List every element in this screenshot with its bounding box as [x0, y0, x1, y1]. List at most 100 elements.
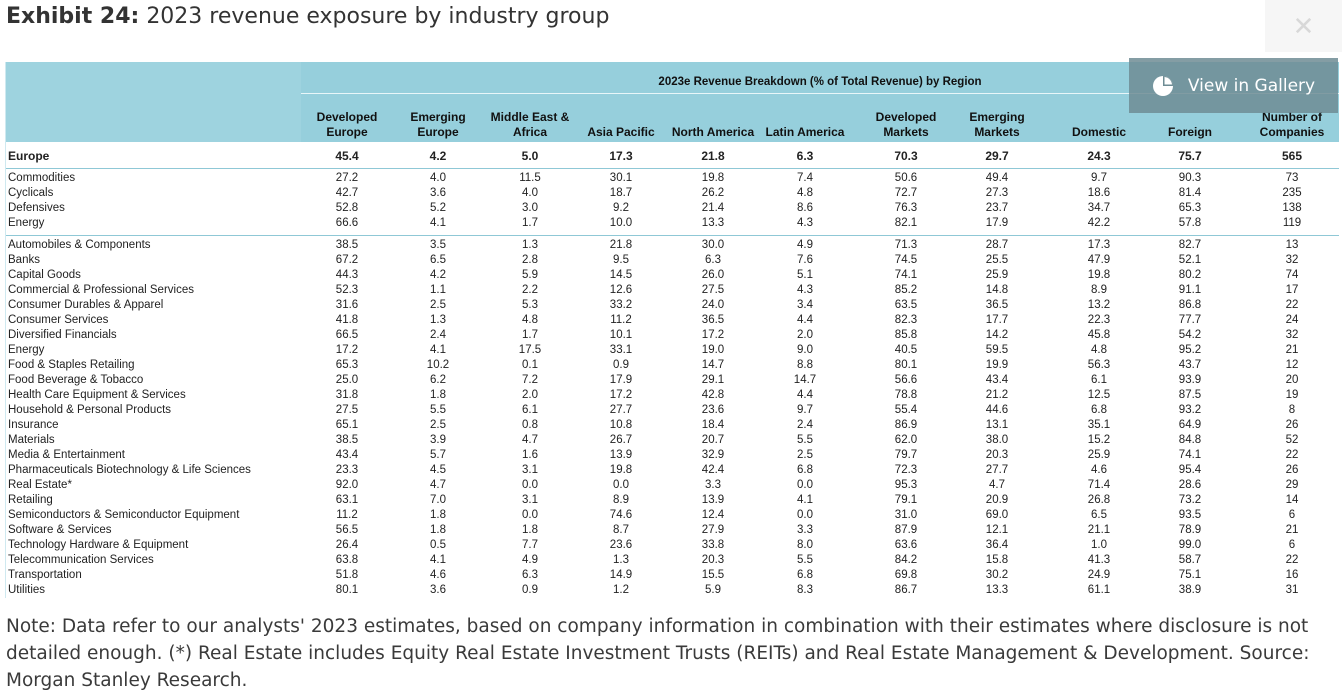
table-cell: 36.5: [701, 314, 725, 326]
table-cell: 17.2: [335, 344, 359, 356]
table-cell: 31.8: [335, 389, 359, 401]
table-cell: 30.0: [701, 239, 725, 251]
table-cell: 2.4: [797, 419, 813, 431]
table-cell: 29.7: [985, 149, 1009, 163]
table-cell: 7.0: [430, 494, 446, 506]
table-row: Capital Goods 44.3 4.2 5.9 14.5 26.0 5.1 74.1 25…: [6, 268, 1339, 283]
table-cell: 33.1: [609, 344, 633, 356]
table-cell: 30.2: [985, 569, 1009, 581]
table-cell: 38.5: [335, 239, 359, 251]
table-cell: 95.3: [894, 479, 918, 491]
table-cell: 1.0: [1091, 539, 1107, 551]
table-cell: 25.9: [985, 269, 1009, 281]
row-label: Commercial & Professional Services: [8, 284, 194, 296]
table-cell: 27.7: [609, 404, 633, 416]
table-cell: 34.7: [1087, 202, 1111, 214]
table-cell: 54.2: [1178, 329, 1202, 341]
table-cell: 6: [1288, 509, 1296, 521]
table-cell: 11.5: [519, 172, 541, 184]
table-cell: 17.7: [985, 314, 1009, 326]
table-cell: 4.6: [430, 569, 446, 581]
table-cell: 3.0: [522, 202, 538, 214]
table-cell: 14.9: [609, 569, 633, 581]
table-cell: 22: [1285, 299, 1299, 311]
table-cell: 26.0: [701, 269, 725, 281]
table-cell: 4.7: [522, 434, 538, 446]
table-cell: 3.3: [797, 524, 813, 536]
table-cell: 19.8: [701, 172, 725, 184]
table-cell: 75.7: [1178, 149, 1202, 163]
column-header-line: Developed: [316, 110, 378, 124]
table-row: Pharmaceuticals Biotechnology & Life Sci…: [6, 463, 1339, 478]
column-headers: Developed Europe Emerging Europe Middle East…: [6, 106, 1339, 140]
table-cell: 1.6: [522, 449, 538, 461]
view-in-gallery-button[interactable]: View in Gallery: [1129, 58, 1338, 113]
table-cell: 27.7: [985, 464, 1009, 476]
row-label: Pharmaceuticals Biotechnology & Life Sci…: [8, 464, 251, 476]
table-cell: 7.7: [522, 539, 538, 551]
table-row: Materials 38.5 3.9 4.7 26.7 20.7 5.5 62.0 38.0 15…: [6, 433, 1339, 448]
table-row: Media & Entertainment 43.4 5.7 1.6 13.9 32.9 2…: [6, 448, 1339, 463]
table-cell: 40.5: [894, 344, 918, 356]
table-cell: 45.4: [335, 149, 359, 163]
table-cell: 1.3: [430, 314, 446, 326]
table-cell: 16: [1285, 569, 1299, 581]
table-cell: 63.1: [335, 494, 359, 506]
table-cell: 3.6: [430, 187, 446, 199]
table-cell: 1.7: [522, 329, 538, 341]
table-cell: 20: [1285, 374, 1299, 386]
table-cell: 7.4: [797, 172, 813, 184]
table-cell: 15.8: [985, 554, 1009, 566]
table-cell: 59.5: [985, 344, 1009, 356]
table-cell: 4.9: [797, 239, 813, 251]
table-cell: 17.3: [609, 149, 633, 163]
table-cell: 35.1: [1087, 419, 1111, 431]
table-cell: 38.0: [985, 434, 1009, 446]
table-cell: 18.4: [701, 419, 725, 431]
table-cell: 27.5: [335, 404, 359, 416]
table-cell: 5.9: [522, 269, 538, 281]
table-cell: 21: [1285, 524, 1299, 536]
table-cell: 28.6: [1178, 479, 1202, 491]
table-cell: 19.9: [985, 359, 1009, 371]
table-cell: 13.9: [609, 449, 633, 461]
table-cell: 14.7: [701, 359, 725, 371]
row-label: Health Care Equipment & Services: [8, 389, 186, 401]
table-cell: 8.9: [613, 494, 629, 506]
table-cell: 33.8: [701, 539, 725, 551]
table-cell: 85.2: [894, 284, 918, 296]
column-header: Domestic: [1051, 125, 1147, 140]
table-cell: 1.8: [430, 509, 446, 521]
column-header: Emerging Markets: [949, 110, 1045, 140]
table-cell: 4.2: [430, 269, 446, 281]
table-cell: 1.3: [522, 239, 538, 251]
table-cell: 13: [1285, 239, 1299, 251]
table-cell: 79.1: [894, 494, 918, 506]
table-cell: 73.2: [1178, 494, 1202, 506]
table-cell: 22: [1285, 449, 1299, 461]
table-cell: 72.7: [894, 187, 918, 199]
table-row: Energy 66.6 4.1 1.7 10.0 13.3 4.3 82.1 17.9 42.2 5…: [6, 216, 1339, 231]
table-cell: 87.9: [894, 524, 918, 536]
column-header-line: Europe: [326, 125, 368, 139]
table-cell: 14.8: [985, 284, 1009, 296]
table-cell: 27.5: [701, 284, 725, 296]
table-cell: 30.1: [609, 172, 633, 184]
table-cell: 69.8: [894, 569, 918, 581]
table-cell: 13.3: [985, 584, 1009, 596]
table-super-header: 2023e Revenue Breakdown (% of Total Reve…: [658, 76, 982, 88]
table-cell: 4.5: [430, 464, 446, 476]
table-cell: 4.4: [797, 314, 813, 326]
table-cell: 1.7: [522, 217, 538, 229]
close-icon[interactable]: ✕: [1265, 0, 1342, 52]
table-cell: 9.7: [1091, 172, 1107, 184]
table-cell: 3.1: [522, 494, 538, 506]
column-header: Emerging Europe: [390, 110, 486, 140]
table-cell: 18.6: [1087, 187, 1111, 199]
table-cell: 6.5: [430, 254, 446, 266]
table-cell: 26: [1285, 464, 1299, 476]
table-cell: 80.1: [894, 359, 918, 371]
table-cell: 31: [1285, 584, 1299, 596]
table-cell: 76.3: [894, 202, 918, 214]
table-row: Commodities 27.2 4.0 11.5 30.1 19.8 7.4 50.6 49.…: [6, 171, 1339, 186]
